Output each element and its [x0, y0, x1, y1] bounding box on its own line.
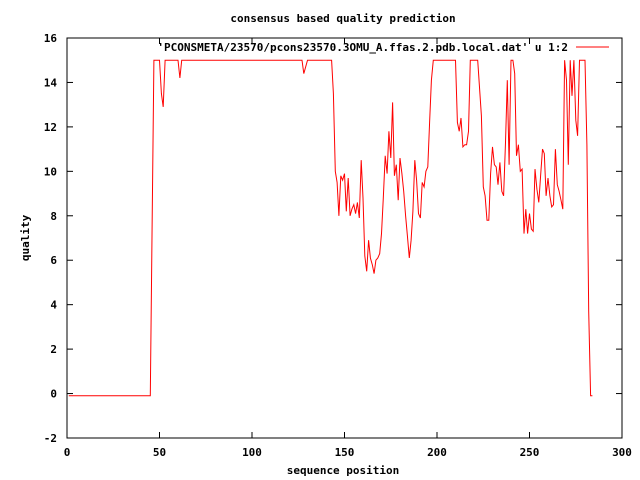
y-tick-label: 0 — [50, 388, 57, 401]
x-tick-label: 250 — [520, 446, 540, 459]
y-tick-label: 16 — [44, 32, 58, 45]
y-tick-label: 14 — [44, 76, 58, 89]
y-axis-label: quality — [19, 214, 32, 261]
y-tick-label: 10 — [44, 165, 57, 178]
x-axis: 0 50 100 150 200 250 300 — [64, 38, 632, 459]
y-tick-label: 6 — [50, 254, 57, 267]
legend-series-name: 'PCONSMETA/23570/pcons23570.3OMU_A.ffas.… — [157, 41, 568, 54]
y-tick-label: 4 — [50, 299, 57, 312]
x-tick-label: 0 — [64, 446, 71, 459]
series-line — [68, 59, 593, 397]
x-tick-label: 100 — [242, 446, 262, 459]
y-tick-label: 12 — [44, 121, 57, 134]
y-axis: -2 0 2 4 6 8 10 12 14 16 — [44, 32, 622, 445]
y-tick-label: 8 — [50, 210, 57, 223]
x-tick-label: 300 — [612, 446, 632, 459]
x-tick-label: 150 — [335, 446, 355, 459]
legend: 'PCONSMETA/23570/pcons23570.3OMU_A.ffas.… — [157, 41, 609, 54]
x-axis-label: sequence position — [287, 464, 400, 477]
x-tick-label: 200 — [427, 446, 447, 459]
chart-title: consensus based quality prediction — [230, 12, 455, 25]
x-tick-label: 50 — [153, 446, 166, 459]
y-tick-label: 2 — [50, 343, 57, 356]
y-tick-label: -2 — [44, 432, 57, 445]
series-layer — [68, 59, 593, 397]
